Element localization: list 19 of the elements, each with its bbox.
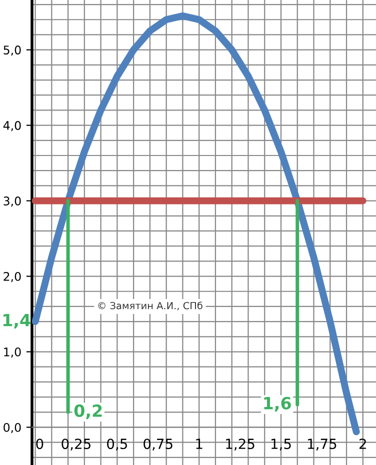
y-tick-label: 4,0 xyxy=(3,121,21,132)
annotation: 1,6 xyxy=(264,396,291,412)
x-tick-label: 2 xyxy=(359,438,366,449)
x-tick-label: 1 xyxy=(196,438,202,449)
x-tick-label: 1,25 xyxy=(226,438,254,451)
x-tick-label: 0,25 xyxy=(62,438,90,451)
x-tick-label: 1,5 xyxy=(271,438,291,451)
x-tick-label: 0 xyxy=(36,438,44,450)
x-tick-label: 1,75 xyxy=(308,438,336,451)
y-tick-label: 2,0 xyxy=(4,272,21,282)
annotation: 0,2 xyxy=(74,404,102,420)
x-tick-label: 0,75 xyxy=(144,438,172,451)
annotation: © Замятин А.И., СПб xyxy=(98,302,202,310)
y-tick-label: 0,0 xyxy=(4,422,21,434)
annotation: 1,4 xyxy=(3,314,30,329)
y-tick-label: 3,0 xyxy=(4,196,21,207)
y-tick-label: 5,0 xyxy=(4,46,21,56)
y-tick-label: 1,0 xyxy=(4,347,21,358)
x-tick-label: 0,5 xyxy=(107,438,128,451)
